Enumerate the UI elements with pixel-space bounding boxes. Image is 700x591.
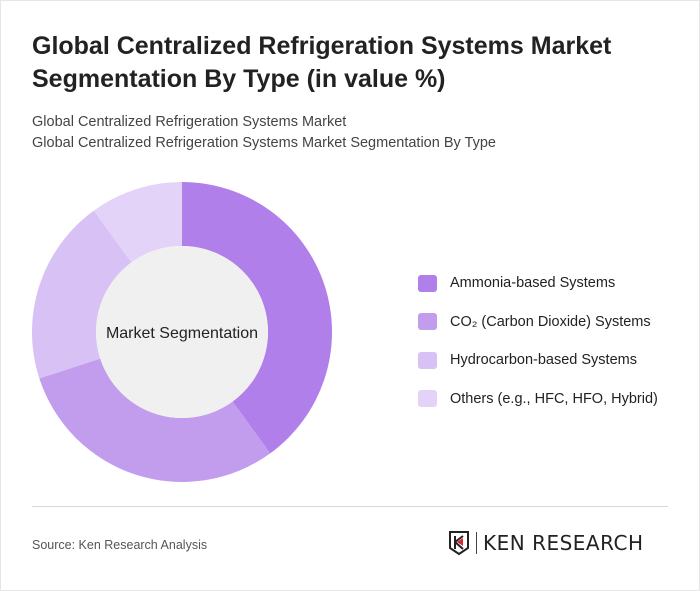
donut-slice-4	[93, 182, 182, 263]
legend-item: Ammonia-based Systems	[418, 264, 658, 303]
legend-swatch	[418, 313, 437, 331]
legend-label: Ammonia-based Systems	[450, 275, 616, 292]
legend-item: CO₂ (Carbon Dioxide) Systems	[418, 303, 658, 342]
legend: Ammonia-based Systems CO₂ (Carbon Dioxide…	[418, 264, 658, 418]
donut-center	[96, 246, 268, 418]
legend-item: Others (e.g., HFC, HFO, Hybrid)	[418, 380, 658, 419]
center-label: Market Segmentation	[106, 325, 258, 342]
subtitle-1: Global Centralized Refrigeration Systems…	[32, 114, 347, 130]
chart-title: Global Centralized Refrigeration Systems…	[32, 32, 612, 93]
logo-text: KEN RESEARCH	[483, 531, 644, 555]
donut-chart: Market Segmentation	[31, 182, 332, 483]
source-note: Source: Ken Research Analysis	[32, 538, 208, 552]
logo-shield-icon	[449, 531, 469, 556]
logo-separator	[476, 532, 477, 554]
legend-label: Others (e.g., HFC, HFO, Hybrid)	[450, 390, 658, 407]
donut-slice-1	[182, 182, 332, 454]
ken-research-logo: KEN RESEARCH	[448, 530, 644, 556]
legend-swatch	[418, 390, 437, 408]
donut-slice-2	[39, 358, 271, 483]
legend-label: Hydrocarbon-based Systems	[450, 352, 637, 369]
legend-swatch	[418, 351, 437, 369]
divider	[32, 506, 668, 507]
donut-slice-3	[31, 210, 132, 379]
legend-item: Hydrocarbon-based Systems	[418, 341, 658, 380]
subtitle-2: Global Centralized Refrigeration Systems…	[32, 135, 496, 151]
legend-label: CO₂ (Carbon Dioxide) Systems	[450, 313, 651, 330]
legend-swatch	[418, 274, 437, 292]
